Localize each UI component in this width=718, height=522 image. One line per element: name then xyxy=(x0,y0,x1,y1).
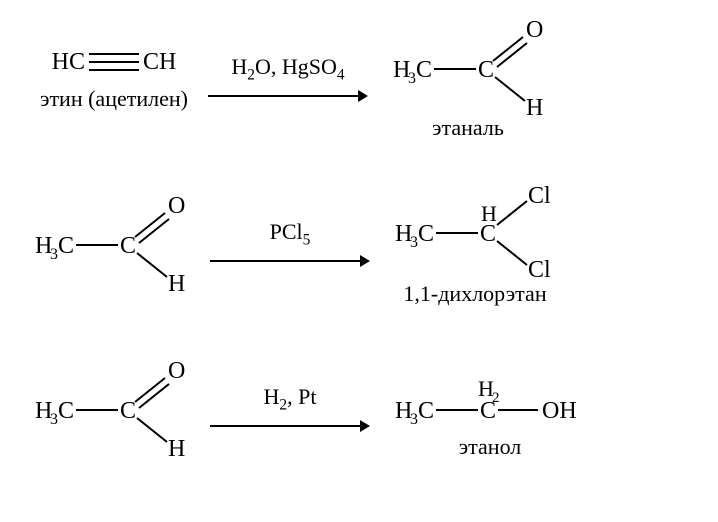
dichloroethane-structure: H 3 C H C Cl Cl xyxy=(390,183,560,283)
reactant-3: H 3 C C O H xyxy=(30,360,190,460)
svg-text:O: O xyxy=(168,360,185,384)
ethanol-structure: H 3 C H 2 C OH xyxy=(390,360,590,440)
arrow-1-conditions: H2O, HgSO4 xyxy=(231,54,344,84)
arrow-2: PCl5 xyxy=(210,219,370,271)
reactant-2: H 3 C C O H xyxy=(30,195,190,295)
reactant-1-label: этин (ацетилен) xyxy=(40,86,188,112)
svg-text:C: C xyxy=(478,57,494,83)
svg-text:C: C xyxy=(120,233,136,259)
svg-text:H: H xyxy=(526,95,543,119)
atom-left: HC xyxy=(52,49,85,76)
product-1: H 3 C C O H этаналь xyxy=(388,19,548,141)
arrow-2-svg xyxy=(210,251,370,271)
svg-text:C: C xyxy=(120,398,136,424)
svg-text:C: C xyxy=(480,221,496,247)
arrow-2-conditions: PCl5 xyxy=(270,219,311,249)
acetylene-formula: HC CH xyxy=(52,49,177,76)
svg-text:C: C xyxy=(418,221,434,247)
svg-text:C: C xyxy=(58,398,74,424)
svg-text:Cl: Cl xyxy=(528,257,551,283)
svg-text:Cl: Cl xyxy=(528,183,551,209)
svg-text:C: C xyxy=(480,398,496,424)
ethanal-structure-2: H 3 C C O H xyxy=(30,195,190,295)
reaction-2: H 3 C C O H PCl5 H 3 C H C xyxy=(30,185,688,305)
ethanal-structure-3: H 3 C C O H xyxy=(30,360,190,460)
svg-text:3: 3 xyxy=(410,411,418,428)
svg-text:H: H xyxy=(168,436,185,460)
triple-bond xyxy=(89,53,139,71)
svg-text:C: C xyxy=(416,57,432,83)
product-1-label: этаналь xyxy=(432,115,504,141)
arrow-3-conditions: H2, Pt xyxy=(264,384,317,414)
arrow-3: H2, Pt xyxy=(210,384,370,436)
svg-text:3: 3 xyxy=(408,70,416,87)
svg-text:C: C xyxy=(58,233,74,259)
svg-text:3: 3 xyxy=(50,246,58,263)
arrow-1-svg xyxy=(208,86,368,106)
reaction-3: H 3 C C O H H2, Pt H 3 C H 2 C xyxy=(30,350,688,470)
reactant-1: HC CH этин (ацетилен) xyxy=(40,49,188,112)
ethanal-structure: H 3 C C O H xyxy=(388,19,548,119)
product-2: H 3 C H C Cl Cl 1,1-дихлорэтан xyxy=(390,183,560,307)
product-3: H 3 C H 2 C OH этанол xyxy=(390,360,590,460)
product-2-label: 1,1-дихлорэтан xyxy=(403,281,546,307)
svg-text:3: 3 xyxy=(50,411,58,428)
product-3-label: этанол xyxy=(459,434,522,460)
svg-text:3: 3 xyxy=(410,234,418,251)
arrow-3-svg xyxy=(210,416,370,436)
atom-right: CH xyxy=(143,49,176,76)
svg-text:O: O xyxy=(526,19,543,43)
svg-text:H: H xyxy=(168,271,185,295)
svg-text:OH: OH xyxy=(542,398,577,424)
reaction-1: HC CH этин (ацетилен) H2O, HgSO4 H 3 C C… xyxy=(30,20,688,140)
svg-text:O: O xyxy=(168,195,185,219)
svg-text:C: C xyxy=(418,398,434,424)
arrow-1: H2O, HgSO4 xyxy=(208,54,368,106)
